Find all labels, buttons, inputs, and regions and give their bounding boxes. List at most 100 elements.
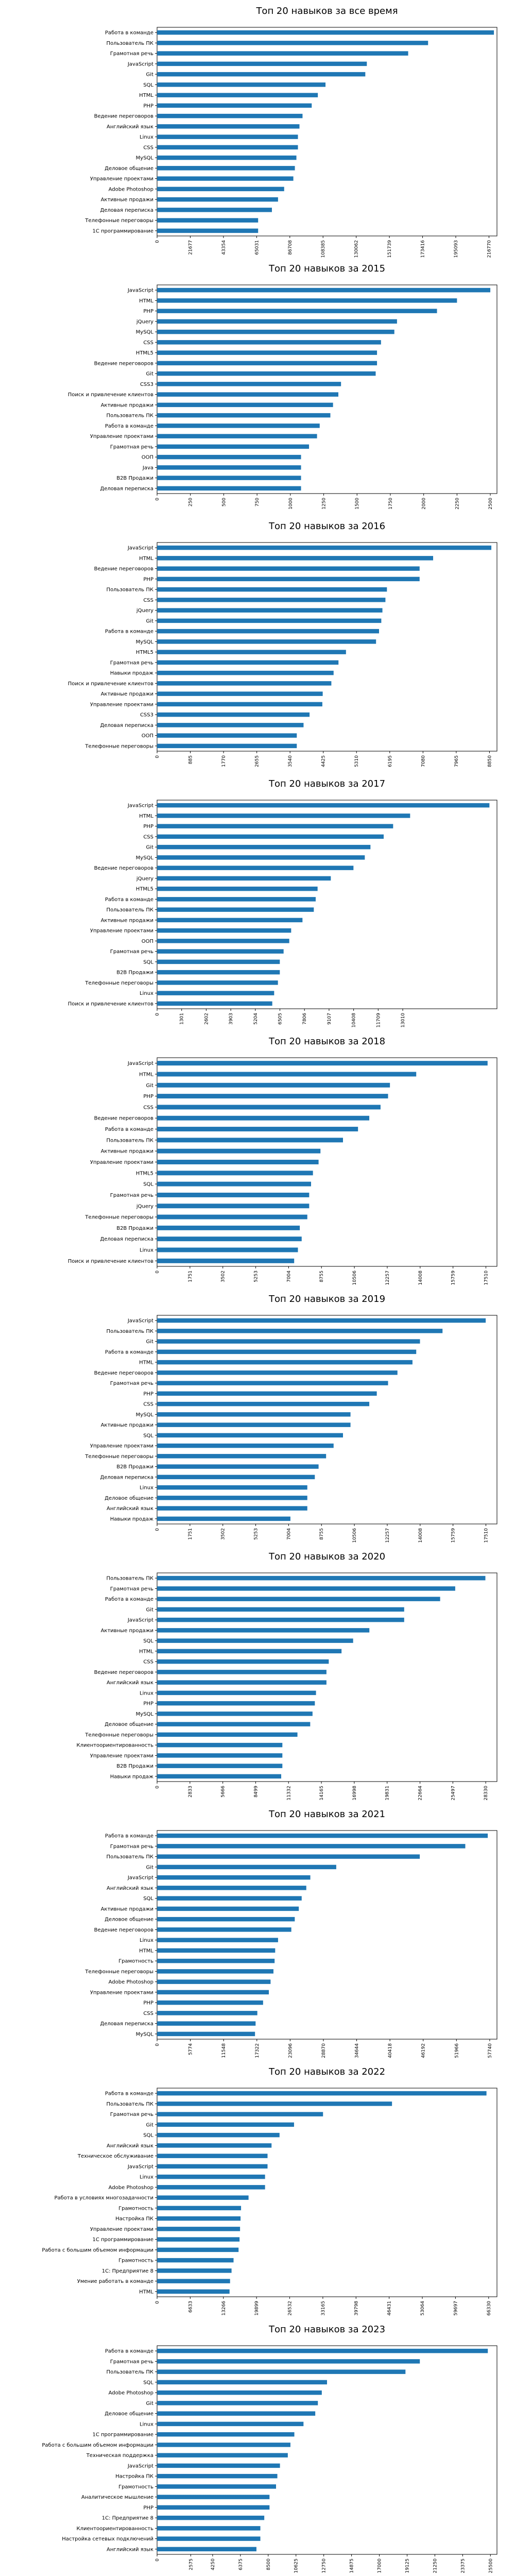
category-label: Git — [146, 371, 154, 377]
bar — [157, 72, 366, 77]
category-label: Английский язык — [107, 1506, 153, 1512]
bar — [157, 1225, 300, 1230]
category-label: Git — [146, 72, 154, 78]
bar — [157, 1938, 278, 1942]
bar — [157, 886, 318, 891]
bar — [157, 1412, 351, 1417]
category-label: Навыки продаж — [110, 1516, 153, 1522]
x-tick-label: 11709 — [376, 1013, 381, 1028]
category-label: Телефонные переговоры — [84, 1732, 153, 1738]
bar — [157, 702, 322, 707]
bar — [157, 1001, 272, 1006]
category-label: Работа в команде — [105, 423, 153, 429]
category-label: B2B Продажи — [116, 1464, 153, 1470]
bar — [157, 329, 394, 334]
x-tick-label: 0 — [155, 1786, 160, 1789]
bar — [157, 1774, 282, 1779]
category-label: Активные продажи — [101, 1422, 153, 1428]
category-label: Пользователь ПК — [107, 41, 153, 46]
x-tick-label: 3502 — [221, 1528, 226, 1540]
category-label: SQL — [143, 2380, 153, 2385]
category-label: CSS — [143, 1402, 153, 1408]
bar — [157, 340, 381, 345]
bar — [157, 1061, 488, 1066]
plot-area-frame — [157, 1315, 497, 1524]
bar — [157, 1148, 321, 1154]
category-label: JavaScript — [127, 1318, 153, 1324]
category-label: Телефонные переговоры — [84, 1215, 153, 1221]
bar — [157, 712, 310, 717]
x-tick-label: 12257 — [385, 1528, 390, 1543]
category-label: MySQL — [136, 1711, 154, 1717]
bar — [157, 1082, 390, 1088]
bar — [157, 1258, 295, 1263]
category-label: Linux — [140, 1248, 153, 1253]
bar — [157, 918, 303, 923]
bar — [157, 949, 284, 954]
bar — [157, 876, 331, 881]
x-tick-label: 1770 — [221, 755, 227, 767]
category-label: CSS — [143, 834, 153, 840]
bar — [157, 1628, 370, 1633]
category-label: MySQL — [136, 855, 154, 861]
category-label: CSS — [143, 1659, 153, 1665]
bar — [157, 2505, 270, 2510]
bar — [157, 2380, 327, 2385]
bar — [157, 1454, 327, 1459]
category-label: MySQL — [136, 156, 154, 161]
category-label: CSS — [143, 1105, 153, 1110]
x-tick-label: 57740 — [488, 2043, 493, 2058]
category-label: Грамотная речь — [110, 1844, 153, 1850]
bar — [157, 2359, 420, 2364]
bar — [157, 2227, 241, 2231]
bar — [157, 1701, 315, 1706]
category-label: HTML — [139, 2289, 153, 2295]
bar — [157, 1680, 327, 1685]
category-label: B2B Продажи — [116, 1764, 153, 1769]
x-tick-label: 2500 — [488, 498, 493, 510]
category-label: Git — [146, 618, 154, 624]
x-tick-label: 23375 — [460, 2558, 466, 2573]
bar — [157, 844, 371, 850]
bar — [157, 1094, 388, 1099]
bar — [157, 1360, 413, 1365]
x-tick-label: 195093 — [454, 240, 459, 258]
x-tick-label: 4425 — [321, 755, 327, 767]
bar — [157, 855, 365, 860]
bar — [157, 2185, 265, 2190]
x-tick-label: 0 — [155, 240, 160, 243]
bar — [157, 2102, 392, 2106]
category-label: SQL — [143, 1638, 153, 1644]
category-label: HTML — [139, 814, 153, 819]
bar — [157, 1753, 283, 1758]
category-label: Git — [146, 1865, 154, 1870]
x-tick-label: 7965 — [454, 755, 459, 767]
bar — [157, 1586, 455, 1591]
bar — [157, 197, 278, 202]
bar — [157, 124, 300, 129]
category-label: SQL — [143, 1896, 153, 1902]
x-tick-label: 17322 — [255, 2043, 260, 2058]
bar — [157, 486, 301, 491]
x-tick-label: 16998 — [352, 1786, 357, 1801]
x-tick-label: 885 — [188, 755, 194, 764]
x-tick-label: 0 — [155, 1013, 160, 1016]
bar — [157, 1659, 329, 1664]
category-label: MySQL — [136, 2031, 154, 2037]
category-label: MySQL — [136, 330, 154, 335]
bar — [157, 834, 384, 839]
category-label: B2B Продажи — [116, 1226, 153, 1231]
bar — [157, 1958, 275, 1963]
bar — [157, 1896, 302, 1901]
category-label: Телефонные переговоры — [84, 980, 153, 986]
chart-panel: Топ 20 навыков за 2015 JavaScript HTML PHP j… — [0, 258, 515, 515]
category-label: JavaScript — [127, 2463, 153, 2469]
category-label: Управление проектами — [90, 928, 153, 934]
bar — [157, 166, 295, 171]
bar — [157, 670, 334, 675]
category-label: 1С программирование — [92, 2237, 153, 2243]
category-label: Пользователь ПК — [107, 1854, 153, 1860]
bar — [157, 1875, 311, 1880]
bar — [157, 2112, 323, 2116]
category-label: Грамотная речь — [110, 660, 153, 666]
